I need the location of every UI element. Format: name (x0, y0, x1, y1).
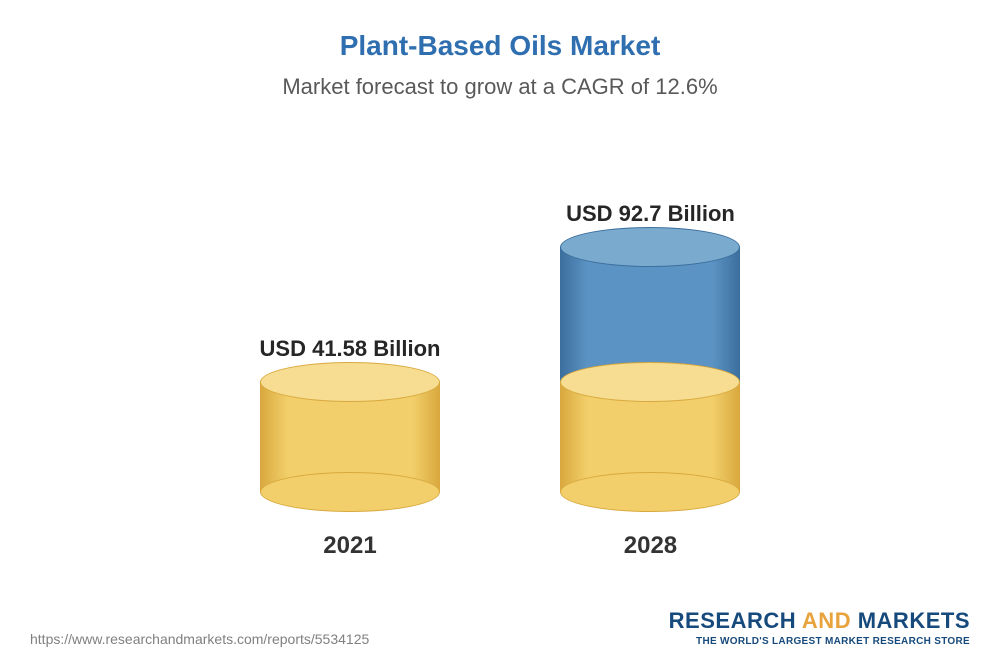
logo-word-markets: MARKETS (858, 608, 970, 633)
value-label: USD 41.58 Billion (260, 336, 441, 362)
cylinder-bar-2028: USD 92.7 Billion 2028 (560, 201, 740, 560)
chart-area: USD 41.58 Billion 2021 USD 92.7 Billion 202… (60, 140, 940, 560)
logo: RESEARCH AND MARKETS THE WORLD'S LARGEST… (669, 608, 970, 647)
logo-tagline: THE WORLD'S LARGEST MARKET RESEARCH STOR… (669, 636, 970, 647)
logo-word-and: AND (802, 608, 851, 633)
logo-word-research: RESEARCH (669, 608, 796, 633)
subtitle: Market forecast to grow at a CAGR of 12.… (60, 74, 940, 100)
year-label: 2028 (624, 532, 677, 560)
year-label: 2021 (323, 532, 376, 560)
cylinder-bar-2021: USD 41.58 Billion 2021 (260, 336, 441, 560)
footer: https://www.researchandmarkets.com/repor… (0, 608, 1000, 647)
value-label: USD 92.7 Billion (566, 201, 735, 227)
page-title: Plant-Based Oils Market (60, 30, 940, 62)
source-url: https://www.researchandmarkets.com/repor… (30, 631, 369, 647)
